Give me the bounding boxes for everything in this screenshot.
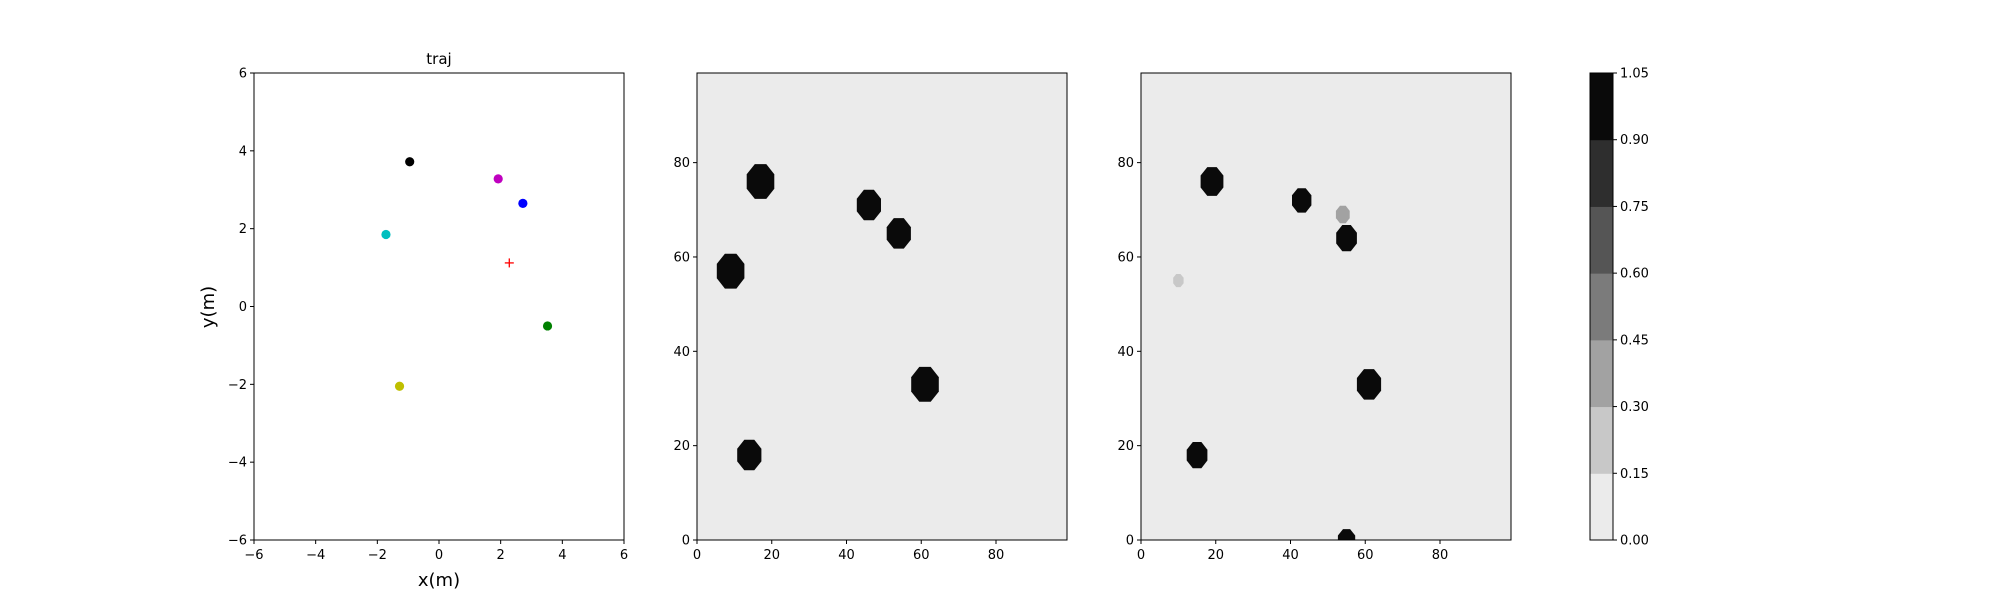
colorbar-tick-label: 0.00 xyxy=(1620,534,1649,549)
panel1-x-tick-label: 0 xyxy=(435,548,443,563)
panel2-x-tick-label: 40 xyxy=(838,548,855,563)
panel1-x-tick-label: 4 xyxy=(558,548,566,563)
panel1-points xyxy=(381,157,553,391)
colorbar-band xyxy=(1590,406,1613,474)
colorbar-tick-label: 0.90 xyxy=(1620,133,1649,148)
occupancy-blob xyxy=(746,164,775,199)
occupancy-blob xyxy=(1337,529,1356,540)
occupancy-blob xyxy=(1173,274,1184,288)
panel1-x-tick-label: −2 xyxy=(368,548,387,563)
colorbar-band xyxy=(1590,273,1613,341)
scatter-point xyxy=(493,174,503,184)
panel1-y-label: y(m) xyxy=(198,286,219,328)
colorbar-band xyxy=(1590,206,1613,274)
occupancy-map-2: 0 20 40 60 80 0 20 40 60 80 xyxy=(1117,72,1512,563)
panel3-blobs xyxy=(1173,167,1382,540)
panel2-blobs xyxy=(716,164,939,471)
panel3-frame xyxy=(1140,72,1512,541)
panel2-x-tick-label: 60 xyxy=(913,548,930,563)
panel1-y-tick-label: 4 xyxy=(239,144,247,159)
panel2-y-tick-label: 20 xyxy=(673,439,690,454)
panel1-y-tick-label: 6 xyxy=(239,67,247,82)
panel3-y-tick-label: 20 xyxy=(1117,439,1134,454)
panel1-y-ticks: −6 −4 −2 0 2 4 6 xyxy=(228,67,254,549)
colorbar-tick-label: 0.75 xyxy=(1620,200,1649,215)
colorbar-band xyxy=(1590,339,1613,408)
colorbar-band xyxy=(1590,473,1613,541)
panel3-y-tick-label: 40 xyxy=(1117,345,1134,360)
panel3-y-tick-label: 60 xyxy=(1117,250,1134,265)
panel1-x-tick-label: 2 xyxy=(497,548,505,563)
occupancy-blob xyxy=(1200,167,1224,196)
colorbar-bands xyxy=(1590,73,1613,541)
panel2-y-ticks: 0 20 40 60 80 xyxy=(673,156,697,549)
scatter-point-plus xyxy=(504,258,514,268)
panel3-background xyxy=(1141,73,1511,540)
scatter-point xyxy=(381,229,391,240)
panel2-y-tick-label: 60 xyxy=(673,250,690,265)
panel2-x-ticks: 0 20 40 60 80 xyxy=(693,540,1004,563)
scatter-point xyxy=(394,381,405,391)
colorbar-tick-label: 0.60 xyxy=(1620,267,1649,282)
panel1-y-tick-label: −6 xyxy=(228,534,247,549)
panel2-y-tick-label: 80 xyxy=(673,156,690,171)
panel3-y-tick-label: 0 xyxy=(1126,534,1134,549)
scatter-point xyxy=(405,157,415,167)
colorbar: 0.00 0.15 0.30 0.45 0.60 0.75 0.90 1.05 xyxy=(1589,67,1649,549)
panel2-x-tick-label: 0 xyxy=(693,548,701,563)
panel1-title: traj xyxy=(426,50,451,68)
occupancy-blob xyxy=(886,218,911,249)
colorbar-band xyxy=(1590,139,1613,207)
occupancy-blob xyxy=(1336,225,1357,252)
trajectory-panel: traj −6 −4 −2 0 2 4 6 −6 −4 −2 0 2 4 6 x(m) y(m) xyxy=(198,50,628,591)
panel2-y-tick-label: 0 xyxy=(682,534,690,549)
panel1-x-tick-label: 6 xyxy=(620,548,628,563)
panel2-x-tick-label: 80 xyxy=(988,548,1005,563)
panel2-x-tick-label: 20 xyxy=(763,548,780,563)
scatter-point xyxy=(518,198,528,208)
panel3-x-tick-label: 80 xyxy=(1432,548,1449,563)
colorbar-frame xyxy=(1589,72,1614,541)
panel2-y-tick-label: 40 xyxy=(673,345,690,360)
panel3-x-ticks: 0 20 40 60 80 xyxy=(1137,540,1448,563)
panel3-x-tick-label: 60 xyxy=(1357,548,1374,563)
panel2-frame xyxy=(696,72,1068,541)
panel3-x-tick-label: 20 xyxy=(1207,548,1224,563)
colorbar-tick-label: 0.45 xyxy=(1620,333,1649,348)
panel1-y-tick-label: −4 xyxy=(228,456,247,471)
occupancy-blob xyxy=(1186,442,1208,469)
occupancy-blob xyxy=(911,366,939,402)
colorbar-tick-label: 1.05 xyxy=(1620,67,1649,82)
panel1-x-ticks: −6 −4 −2 0 2 4 6 xyxy=(244,540,628,563)
occupancy-blob xyxy=(1356,369,1382,400)
occupancy-blob xyxy=(716,253,745,289)
occupancy-blob xyxy=(737,439,762,471)
panel1-x-tick-label: −6 xyxy=(244,548,263,563)
panel1-x-tick-label: −4 xyxy=(306,548,325,563)
panel1-y-tick-label: 0 xyxy=(239,300,247,315)
panel1-y-tick-label: 2 xyxy=(239,222,247,237)
colorbar-tick-label: 0.15 xyxy=(1620,467,1649,482)
panel1-y-tick-label: −2 xyxy=(228,378,247,393)
occupancy-map-1: 0 20 40 60 80 0 20 40 60 80 xyxy=(673,72,1068,563)
panel3-x-tick-label: 0 xyxy=(1137,548,1145,563)
occupancy-blob xyxy=(856,189,881,221)
panel3-y-ticks: 0 20 40 60 80 xyxy=(1117,156,1141,549)
scatter-point xyxy=(542,321,553,331)
colorbar-ticks: 0.00 0.15 0.30 0.45 0.60 0.75 0.90 1.05 xyxy=(1613,67,1649,549)
panel1-x-label: x(m) xyxy=(418,570,460,591)
occupancy-blob xyxy=(1292,188,1312,213)
occupancy-blob xyxy=(1335,205,1350,224)
panel1-frame xyxy=(253,72,625,541)
panel3-x-tick-label: 40 xyxy=(1282,548,1299,563)
colorbar-tick-label: 0.30 xyxy=(1620,400,1649,415)
colorbar-band xyxy=(1590,73,1613,141)
panel3-y-tick-label: 80 xyxy=(1117,156,1134,171)
